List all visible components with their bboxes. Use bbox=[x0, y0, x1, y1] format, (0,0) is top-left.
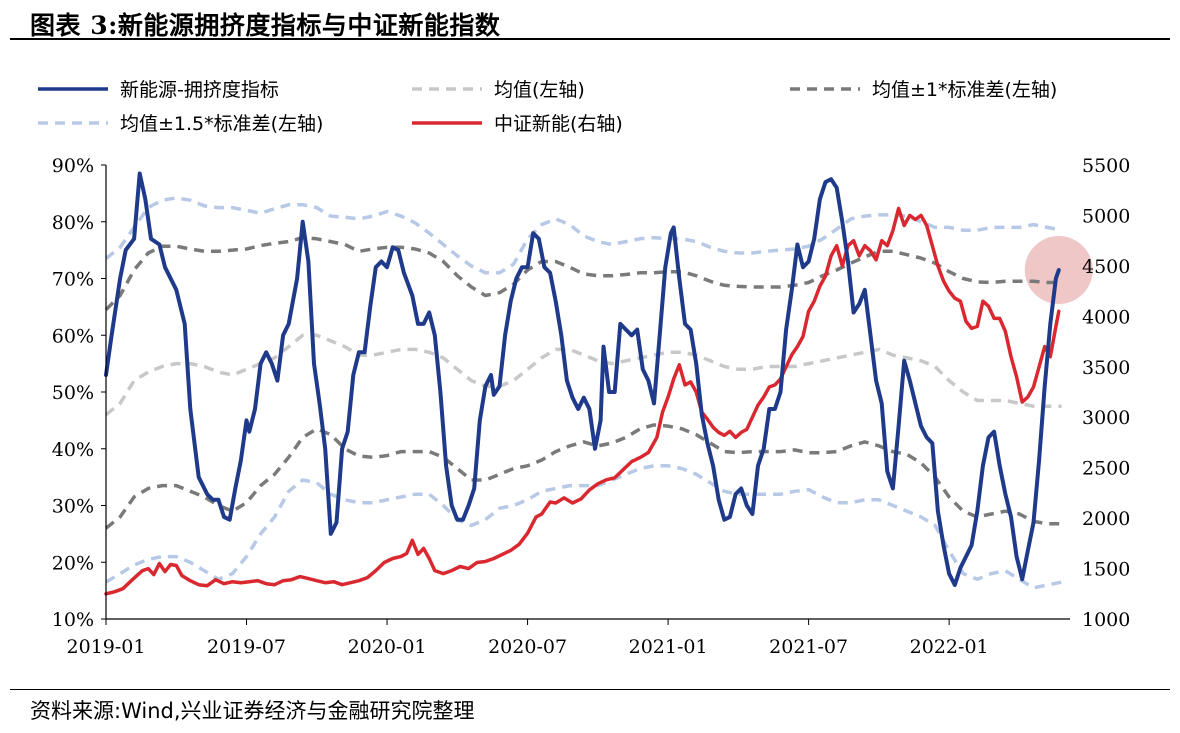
series-line-5 bbox=[105, 464, 1062, 590]
x-tick-label: 2019-07 bbox=[207, 636, 286, 658]
legend-label: 均值±1.5*标准差(左轴) bbox=[120, 113, 323, 135]
left-tick-label: 80% bbox=[52, 212, 94, 234]
right-tick-label: 5000 bbox=[1082, 205, 1130, 227]
legend-label: 新能源-拥挤度指标 bbox=[120, 79, 279, 101]
right-tick-label: 3000 bbox=[1082, 407, 1130, 429]
left-tick-label: 10% bbox=[52, 609, 94, 631]
x-tick-label: 2020-01 bbox=[348, 636, 427, 658]
right-tick-label: 2000 bbox=[1082, 508, 1130, 530]
right-tick-label: 1500 bbox=[1082, 559, 1130, 581]
series-line-0 bbox=[104, 171, 1061, 587]
source-rule bbox=[10, 689, 1170, 690]
series-line-6 bbox=[104, 206, 1061, 596]
axes-layer: 10% 20% 30% 40% 50% 60% 70% 80% 90% 1000 1500 2000 2… bbox=[52, 155, 1131, 658]
source-note: 资料来源:Wind,兴业证券经济与金融研究院整理 bbox=[30, 699, 475, 723]
chart-title: 图表 3:新能源拥挤度指标与中证新能指数 bbox=[30, 11, 501, 40]
left-tick-label: 50% bbox=[52, 382, 94, 404]
left-tick-label: 30% bbox=[52, 496, 94, 518]
x-tick-label: 2020-07 bbox=[488, 636, 567, 658]
series-line-1 bbox=[104, 333, 1062, 417]
legend: 新能源-拥挤度指标 均值(左轴) 均值±1*标准差(左轴) 均值±1.5*标准差(左轴… bbox=[38, 79, 1057, 135]
series-line-4 bbox=[104, 196, 1062, 275]
left-tick-label: 70% bbox=[52, 269, 94, 291]
right-tick-label: 3500 bbox=[1082, 357, 1130, 379]
right-tick-label: 1000 bbox=[1082, 609, 1130, 631]
x-tick-label: 2021-01 bbox=[629, 636, 708, 658]
right-tick-label: 5500 bbox=[1082, 155, 1130, 177]
right-tick-label: 4000 bbox=[1082, 306, 1130, 328]
left-tick-label: 60% bbox=[52, 325, 94, 347]
legend-label: 均值±1*标准差(左轴) bbox=[872, 79, 1057, 101]
right-tick-label: 4500 bbox=[1082, 256, 1130, 278]
left-tick-label: 20% bbox=[52, 552, 94, 574]
title-rule bbox=[10, 38, 1170, 40]
legend-label: 均值(左轴) bbox=[494, 79, 585, 101]
x-tick-label: 2021-07 bbox=[769, 636, 848, 658]
x-tick-label: 2019-01 bbox=[67, 636, 146, 658]
series-line-3 bbox=[104, 423, 1062, 530]
series-line-2 bbox=[104, 235, 1062, 311]
left-tick-label: 40% bbox=[52, 439, 94, 461]
legend-label: 中证新能(右轴) bbox=[494, 113, 623, 135]
series-layer bbox=[104, 171, 1062, 596]
left-tick-label: 90% bbox=[52, 155, 94, 177]
right-tick-label: 2500 bbox=[1082, 458, 1130, 480]
x-tick-label: 2022-01 bbox=[910, 636, 989, 658]
